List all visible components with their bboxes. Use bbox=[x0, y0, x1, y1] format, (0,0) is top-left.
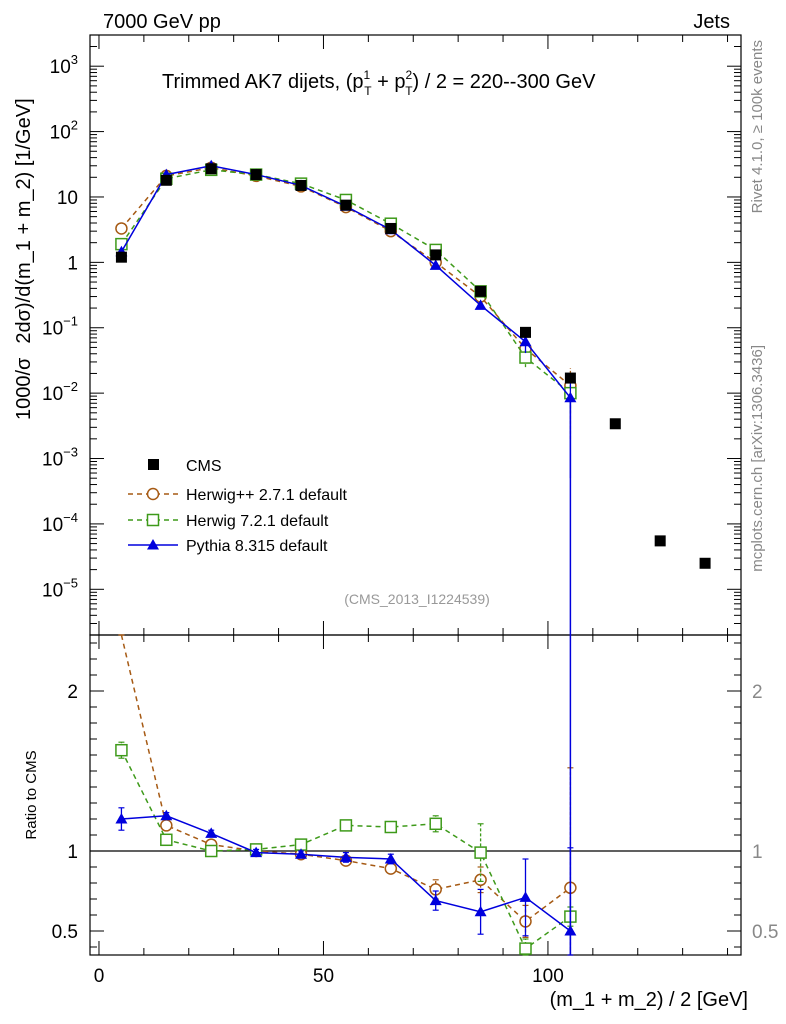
ratio-y-axis-label: Ratio to CMS bbox=[23, 750, 40, 839]
ratio-y-tick-label: 1 bbox=[67, 842, 78, 863]
ratio-series-point bbox=[474, 905, 487, 917]
cms-data-point bbox=[205, 163, 217, 175]
main-y-tick-label: 10−2 bbox=[42, 379, 78, 405]
cms-data-point bbox=[699, 557, 711, 569]
main-series-point bbox=[474, 299, 487, 310]
ratio-series-point bbox=[250, 846, 263, 858]
ratio-series-line bbox=[120, 634, 571, 923]
x-tick-label: 0 bbox=[94, 966, 105, 987]
main-y-tick-label: 103 bbox=[50, 52, 78, 78]
legend-marker-herwig7 bbox=[146, 513, 160, 527]
cms-data-point bbox=[519, 326, 531, 338]
main-y-tick-label: 10−4 bbox=[42, 510, 78, 536]
main-series-point bbox=[519, 335, 532, 347]
chart-marks: 10−5 10−4 10−3 10−2 10−1 1 10 102 103 0 50 100 0.5 0.… bbox=[42, 34, 778, 987]
ratio-series-point bbox=[204, 844, 218, 858]
ratio-y-tick-label: 2 bbox=[67, 682, 78, 703]
main-series-point bbox=[429, 259, 442, 270]
cms-data-point bbox=[115, 251, 127, 263]
analysis-id-label: (CMS_2013_I1224539) bbox=[344, 591, 490, 607]
cms-data-point bbox=[340, 199, 352, 211]
cms-data-point bbox=[160, 174, 172, 186]
main-y-tick-label: 10 bbox=[57, 188, 78, 209]
legend-marker-cms bbox=[148, 459, 159, 470]
ratio-series-point bbox=[564, 925, 577, 936]
ratio-series-point bbox=[429, 894, 442, 906]
ratio-series-point bbox=[519, 891, 532, 902]
legend-marker-pythia bbox=[147, 539, 159, 550]
cms-data-point bbox=[250, 169, 262, 181]
ratio-series-point bbox=[115, 743, 128, 757]
ratio-series-point bbox=[474, 846, 487, 859]
plot-title: Trimmed AK7 dijets, (p1 T + p2 T) / 2 = 22… bbox=[162, 68, 596, 98]
ratio-series-point bbox=[384, 862, 398, 875]
main-y-tick-label: 102 bbox=[50, 118, 78, 144]
cms-data-point bbox=[385, 222, 397, 234]
cms-data-point bbox=[564, 372, 576, 384]
cms-data-point bbox=[430, 249, 442, 261]
main-series-point bbox=[115, 222, 128, 235]
ratio-plot-frame bbox=[89, 634, 742, 956]
main-y-axis-label: 1000/σ2dσ)/d(m_1 + m_2) [1/GeV] bbox=[13, 98, 35, 420]
header-right-label: Jets bbox=[693, 11, 730, 33]
cms-data-point bbox=[609, 418, 621, 430]
ratio-series-point bbox=[339, 851, 352, 862]
legend-label-herwigpp: Herwig++ 2.7.1 default bbox=[186, 487, 348, 504]
cms-data-point bbox=[295, 179, 307, 191]
cms-data-point bbox=[475, 285, 487, 297]
main-y-tick-label: 10−5 bbox=[42, 575, 78, 601]
main-y-tick-label: 10−1 bbox=[42, 314, 78, 340]
ratio-series-line bbox=[121, 815, 571, 932]
header-left-label: 7000 GeV pp bbox=[103, 11, 221, 33]
ratio-series-point bbox=[160, 819, 173, 832]
ratio-series-point bbox=[429, 817, 442, 831]
legend-marker-herwigpp bbox=[146, 487, 160, 501]
legend-label-pythia: Pythia 8.315 default bbox=[186, 538, 328, 555]
ratio-y-tick-label-right: 0.5 bbox=[752, 922, 778, 943]
ratio-series-point bbox=[339, 819, 353, 832]
main-series-point bbox=[519, 351, 532, 364]
x-tick-label: 100 bbox=[532, 966, 564, 987]
legend-label-cms: CMS bbox=[186, 458, 222, 475]
legend: CMS Herwig++ 2.7.1 default Herwig 7.2.1 … bbox=[128, 458, 348, 555]
main-y-tick-label: 10−3 bbox=[42, 445, 78, 471]
ratio-y-tick-label: 0.5 bbox=[52, 922, 78, 943]
rivet-version-label: Rivet 4.1.0, ≥ 100k events bbox=[749, 40, 766, 213]
cms-data-point bbox=[654, 535, 666, 547]
ratio-series-point bbox=[384, 853, 397, 864]
ratio-y-tick-label-right: 1 bbox=[752, 842, 763, 863]
ratio-series-point bbox=[384, 820, 398, 834]
legend-label-herwig7: Herwig 7.2.1 default bbox=[186, 513, 329, 530]
ratio-y-tick-label-right: 2 bbox=[752, 682, 763, 703]
ratio-series-point bbox=[205, 827, 218, 838]
ratio-series-point bbox=[519, 942, 532, 955]
mcplots-source-label: mcplots.cern.ch [arXiv:1306.3436] bbox=[749, 345, 766, 572]
ratio-series-line bbox=[120, 749, 571, 950]
main-series-point bbox=[564, 391, 577, 403]
x-tick-label: 50 bbox=[313, 966, 334, 987]
ratio-series-point bbox=[115, 813, 128, 824]
ratio-series-point bbox=[160, 809, 173, 821]
main-y-tick-label: 1 bbox=[67, 253, 78, 274]
ratio-series-point bbox=[295, 848, 308, 859]
x-axis-label: (m_1 + m_2) / 2 [GeV] bbox=[550, 989, 748, 1011]
ratio-series-point bbox=[160, 833, 173, 847]
